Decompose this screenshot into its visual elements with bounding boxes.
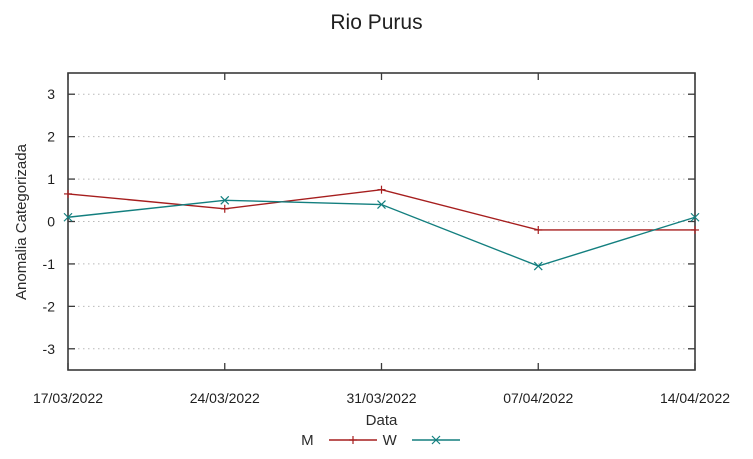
y-tick-label: 1 bbox=[47, 171, 55, 187]
y-tick-label: -3 bbox=[43, 341, 56, 357]
series-W-point-1 bbox=[220, 195, 230, 205]
legend-label-w: W bbox=[382, 431, 397, 449]
y-tick-label: 0 bbox=[47, 214, 55, 230]
y-tick-label: -1 bbox=[43, 256, 56, 272]
x-tick-label: 17/03/2022 bbox=[33, 390, 103, 406]
legend-sample-marker-W bbox=[431, 435, 441, 445]
legend-label-m: M bbox=[301, 431, 314, 449]
series-W-point-4 bbox=[690, 212, 700, 222]
series-W-point-3 bbox=[533, 261, 543, 271]
x-tick-label: 24/03/2022 bbox=[190, 390, 260, 406]
x-tick-label: 31/03/2022 bbox=[346, 390, 416, 406]
series-M-line bbox=[67, 188, 695, 231]
y-tick-label: -2 bbox=[43, 298, 56, 314]
series-W-point-2 bbox=[377, 200, 386, 209]
x-tick-label: 07/04/2022 bbox=[503, 390, 573, 406]
legend-item-m: M bbox=[301, 432, 379, 449]
y-tick-label: 2 bbox=[47, 129, 55, 145]
y-tick-label: 3 bbox=[47, 86, 55, 102]
legend-line-sample-w bbox=[411, 435, 460, 445]
series-W-point-0 bbox=[63, 212, 73, 222]
x-axis-label: Data bbox=[365, 412, 398, 429]
series-W-line bbox=[67, 199, 696, 267]
plot-frame bbox=[67, 72, 696, 371]
x-tick-label: 14/04/2022 bbox=[660, 390, 730, 406]
chart-title: Rio Purus bbox=[330, 11, 423, 34]
legend-line-sample-m bbox=[328, 436, 377, 444]
legend: M W bbox=[0, 429, 753, 451]
legend-item-w: W bbox=[383, 432, 462, 449]
